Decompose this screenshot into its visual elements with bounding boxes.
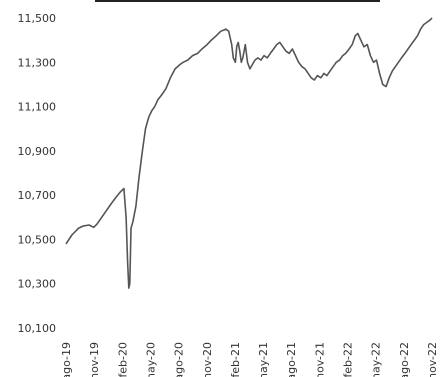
x-tick-label: feb-21 (229, 342, 242, 377)
x-tick-label: nov-22 (426, 342, 439, 377)
x-tick-label: nov-20 (201, 342, 214, 377)
y-tick-label: 10,500 (18, 233, 57, 246)
y-tick-label: 10,100 (18, 322, 57, 335)
y-tick-label: 10,700 (18, 189, 57, 202)
x-tick-label: feb-22 (342, 342, 355, 377)
x-tick-label: ago-22 (398, 342, 411, 377)
x-tick-label: nov-19 (88, 342, 101, 377)
x-tick-label: may-21 (257, 342, 270, 377)
x-tick-label: ago-21 (285, 342, 298, 377)
y-tick-label: 11,500 (18, 12, 57, 25)
x-axis-tick-labels: ago-19 nov-19 feb-20 may-20 ago-20 nov-20 feb-… (60, 342, 439, 377)
y-tick-label: 11,300 (18, 56, 57, 69)
x-tick-label: may-20 (144, 342, 157, 377)
x-tick-label: feb-20 (116, 342, 129, 377)
x-tick-label: ago-20 (173, 342, 186, 377)
series-line (65, 17, 433, 289)
x-tick-label: nov-21 (313, 342, 326, 377)
x-tick-label: ago-19 (60, 342, 73, 377)
y-tick-label: 10,900 (18, 145, 57, 158)
y-tick-label: 10,300 (18, 278, 57, 291)
x-tick-label: may-22 (370, 342, 383, 377)
y-axis-tick-labels: 10,100 10,300 10,500 10,700 10,900 11,100 11,3… (18, 12, 57, 335)
y-tick-label: 11,100 (18, 101, 57, 114)
